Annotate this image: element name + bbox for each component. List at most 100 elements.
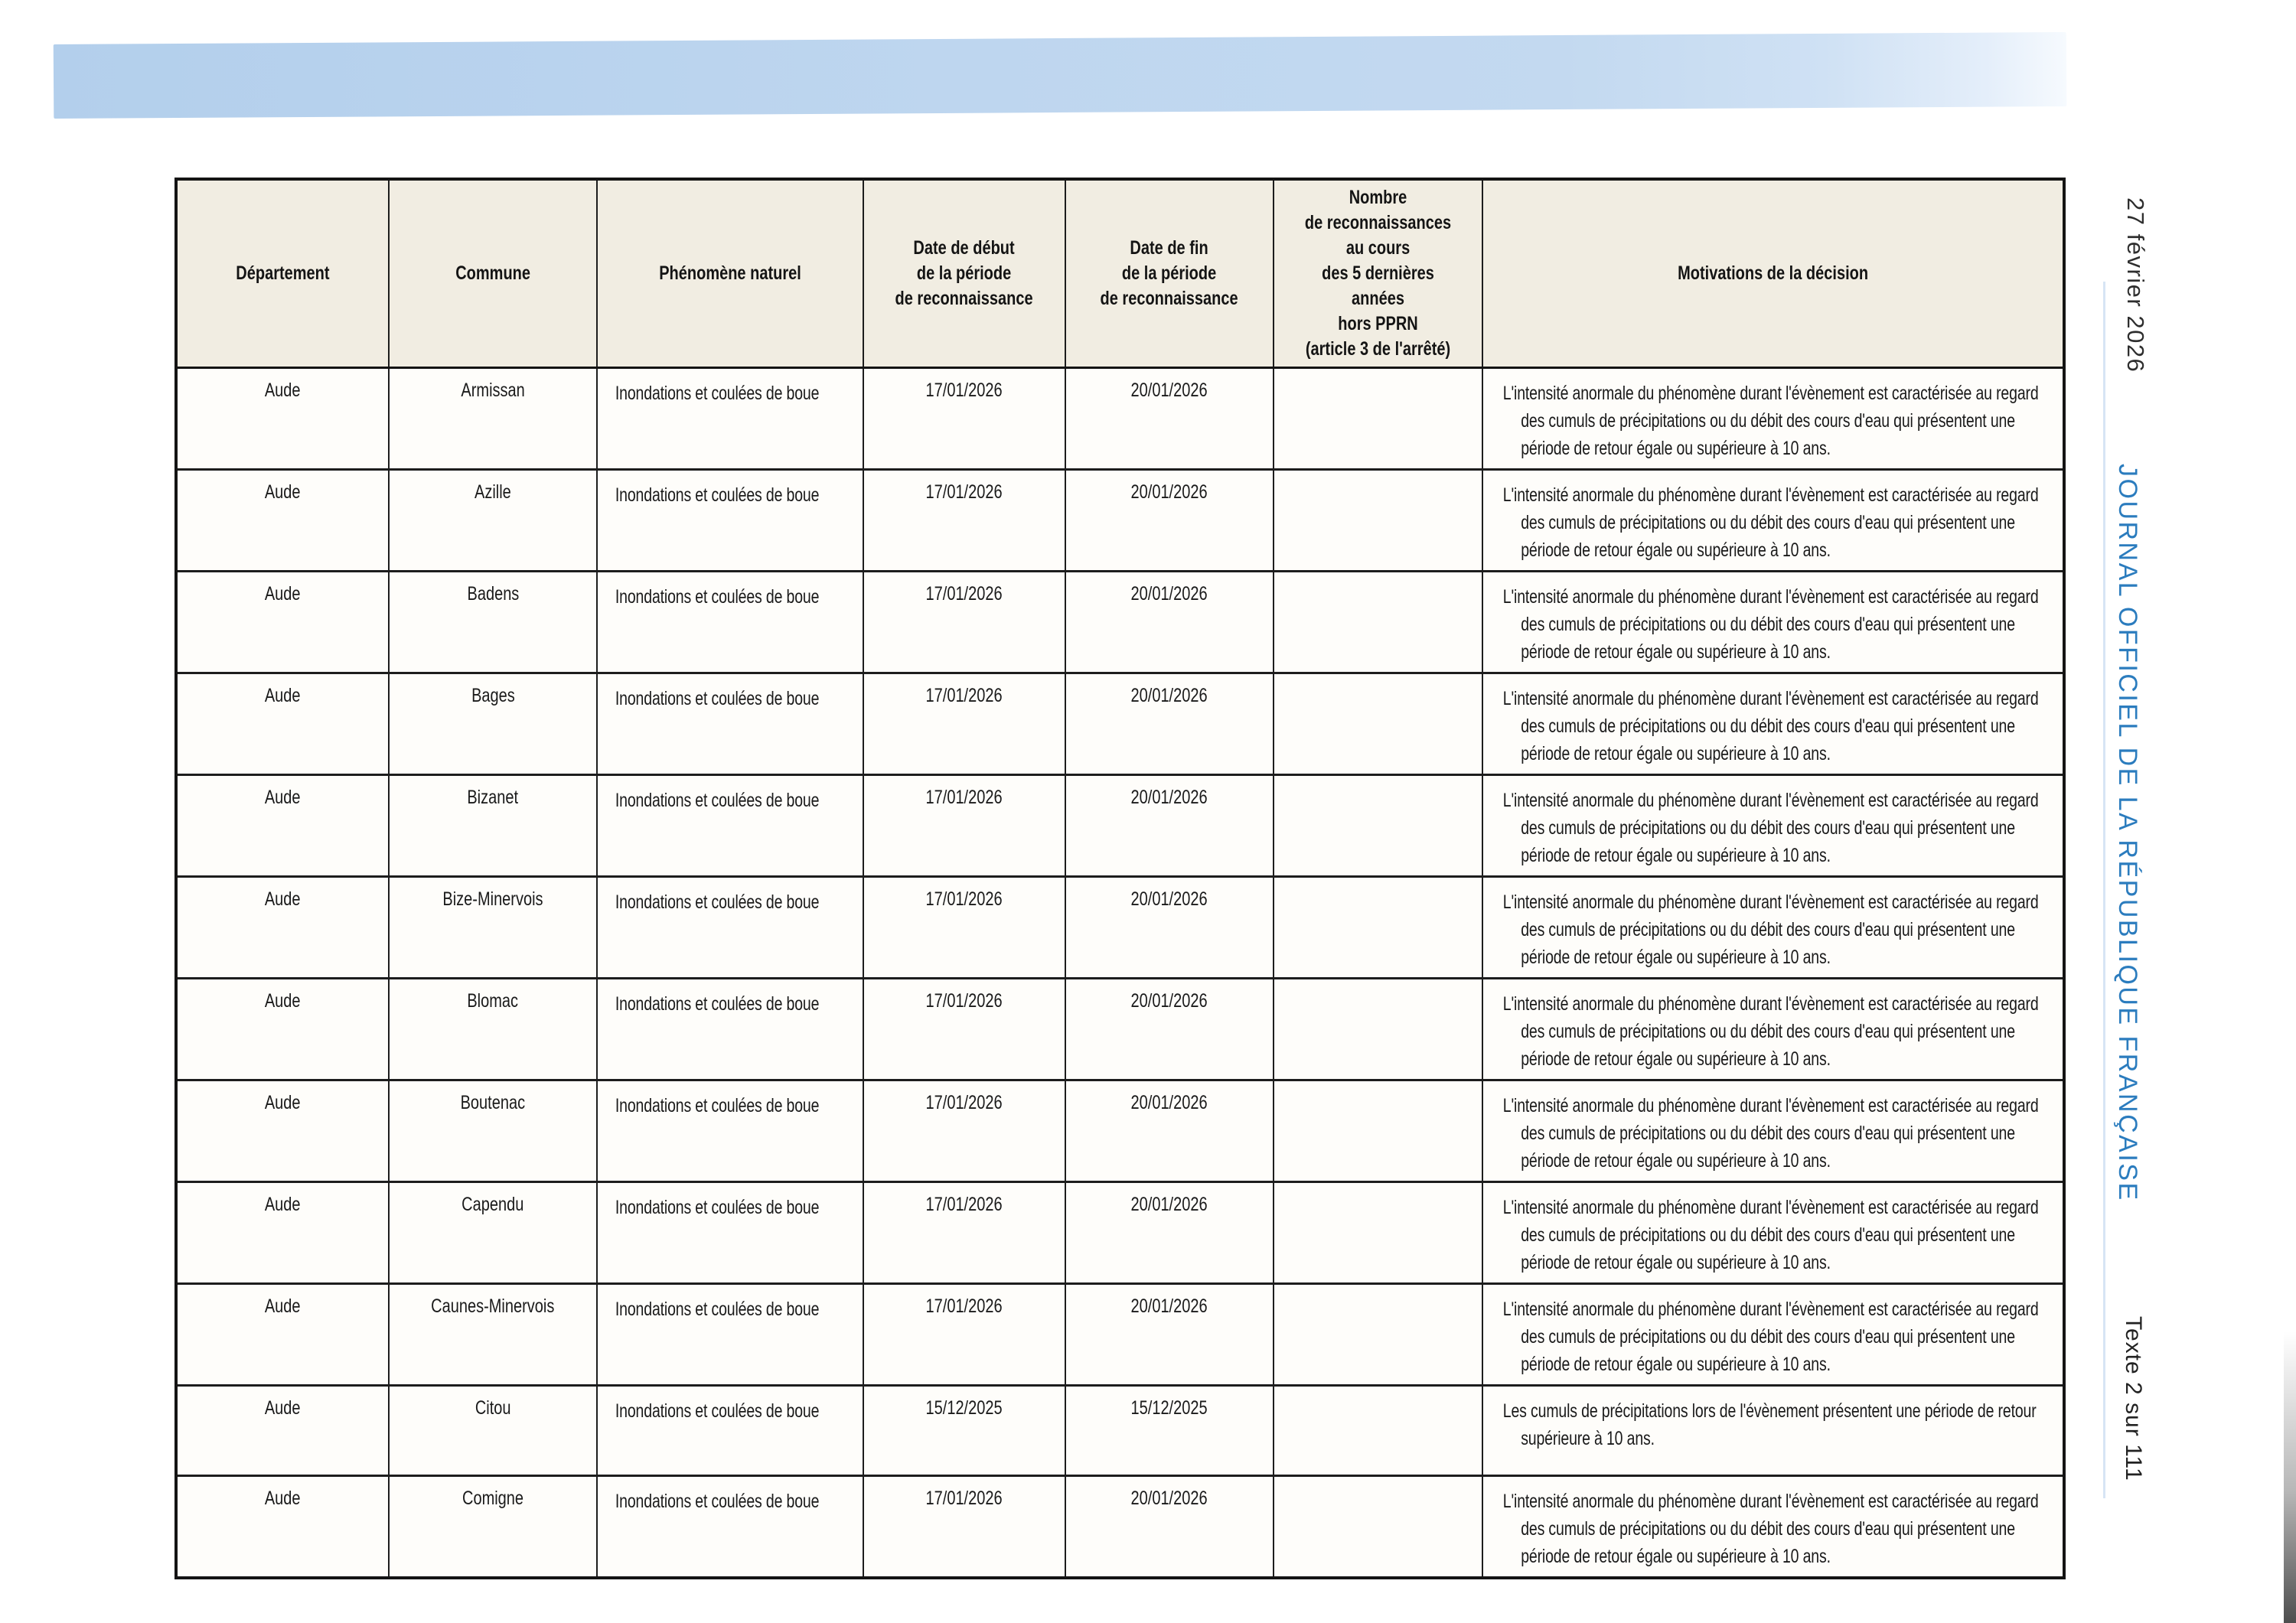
table-row: Aude Bages Inondations et coulées de bou… xyxy=(175,672,2065,776)
cell-nombre-reconnaissances xyxy=(1273,672,1483,776)
header-date-fin-label: Date de fin de la période de reconnaissa… xyxy=(1100,237,1239,309)
header-departement-label: Département xyxy=(236,262,330,284)
departement-value: Aude xyxy=(265,583,301,605)
cell-date-fin: 20/01/2026 xyxy=(1065,468,1274,572)
margin-journal-title: JOURNAL OFFICIEL DE LA RÉPUBLIQUE FRANÇA… xyxy=(2113,464,2142,1202)
cell-date-fin: 20/01/2026 xyxy=(1065,1079,1274,1183)
commune-value: Bize-Minervois xyxy=(442,888,543,910)
cell-date-debut: 17/01/2026 xyxy=(863,1282,1066,1387)
cell-motivation: L'intensité anormale du phénomène durant… xyxy=(1482,672,2065,776)
cell-commune: Comigne xyxy=(388,1475,598,1579)
date-fin-value: 20/01/2026 xyxy=(1130,1092,1208,1113)
commune-value: Bizanet xyxy=(467,787,519,808)
phenomene-value: Inondations et coulées de boue xyxy=(615,1400,820,1422)
phenomene-value: Inondations et coulées de boue xyxy=(615,586,820,608)
table-row: Aude Azille Inondations et coulées de bo… xyxy=(175,468,2065,572)
catnat-recognition-table: Département Commune Phénomène naturel Da… xyxy=(174,178,2066,1579)
commune-value: Caunes-Minervois xyxy=(431,1295,555,1317)
date-debut-value: 17/01/2026 xyxy=(925,1092,1003,1113)
table-row: Aude Citou Inondations et coulées de bou… xyxy=(175,1384,2065,1477)
commune-value: Comigne xyxy=(461,1488,524,1509)
cell-date-fin: 20/01/2026 xyxy=(1065,1475,1274,1579)
cell-nombre-reconnaissances xyxy=(1273,1181,1483,1285)
table-header-row: Département Commune Phénomène naturel Da… xyxy=(175,178,2065,369)
cell-commune: Badens xyxy=(388,570,598,674)
cell-phenomene: Inondations et coulées de boue xyxy=(596,1079,864,1183)
cell-nombre-reconnaissances xyxy=(1273,1475,1483,1579)
phenomene-value: Inondations et coulées de boue xyxy=(615,891,820,913)
table-row: Aude Comigne Inondations et coulées de b… xyxy=(175,1475,2065,1579)
cell-motivation: L'intensité anormale du phénomène durant… xyxy=(1482,1079,2065,1183)
date-debut-value: 17/01/2026 xyxy=(925,1194,1003,1215)
motivation-value: L'intensité anormale du phénomène durant… xyxy=(1502,1197,2039,1273)
header-date-debut: Date de début de la période de reconnais… xyxy=(863,178,1066,369)
motivation-value: L'intensité anormale du phénomène durant… xyxy=(1502,790,2039,866)
date-fin-value: 15/12/2025 xyxy=(1130,1397,1208,1419)
cell-phenomene: Inondations et coulées de boue xyxy=(596,367,864,471)
cell-motivation: L'intensité anormale du phénomène durant… xyxy=(1482,1475,2065,1579)
cell-departement: Aude xyxy=(175,367,390,471)
cell-date-debut: 17/01/2026 xyxy=(863,1181,1066,1285)
cell-date-debut: 17/01/2026 xyxy=(863,977,1066,1081)
commune-value: Citou xyxy=(475,1397,511,1419)
motivation-value: L'intensité anormale du phénomène durant… xyxy=(1502,688,2039,764)
header-date-fin: Date de fin de la période de reconnaissa… xyxy=(1065,178,1274,369)
cell-departement: Aude xyxy=(175,875,390,979)
margin-blue-rule xyxy=(2103,282,2105,1498)
cell-motivation: L'intensité anormale du phénomène durant… xyxy=(1482,774,2065,878)
phenomene-value: Inondations et coulées de boue xyxy=(615,790,820,811)
table-row: Aude Blomac Inondations et coulées de bo… xyxy=(175,977,2065,1081)
table-row: Aude Capendu Inondations et coulées de b… xyxy=(175,1181,2065,1285)
date-fin-value: 20/01/2026 xyxy=(1130,481,1208,503)
commune-value: Blomac xyxy=(467,990,519,1012)
cell-date-debut: 17/01/2026 xyxy=(863,570,1066,674)
date-fin-value: 20/01/2026 xyxy=(1130,787,1208,808)
date-debut-value: 17/01/2026 xyxy=(925,481,1003,503)
cell-date-fin: 20/01/2026 xyxy=(1065,570,1274,674)
cell-phenomene: Inondations et coulées de boue xyxy=(596,977,864,1081)
date-debut-value: 17/01/2026 xyxy=(925,1488,1003,1509)
cell-nombre-reconnaissances xyxy=(1273,875,1483,979)
cell-date-fin: 20/01/2026 xyxy=(1065,672,1274,776)
cell-phenomene: Inondations et coulées de boue xyxy=(596,1475,864,1579)
departement-value: Aude xyxy=(265,380,301,401)
cell-date-fin: 20/01/2026 xyxy=(1065,1282,1274,1387)
cell-nombre-reconnaissances xyxy=(1273,468,1483,572)
cell-nombre-reconnaissances xyxy=(1273,1384,1483,1477)
commune-value: Badens xyxy=(467,583,519,605)
table-row: Aude Armissan Inondations et coulées de … xyxy=(175,367,2065,471)
date-debut-value: 17/01/2026 xyxy=(925,583,1003,605)
cell-phenomene: Inondations et coulées de boue xyxy=(596,570,864,674)
phenomene-value: Inondations et coulées de boue xyxy=(615,1299,820,1320)
departement-value: Aude xyxy=(265,787,301,808)
phenomene-value: Inondations et coulées de boue xyxy=(615,688,820,709)
cell-date-debut: 17/01/2026 xyxy=(863,672,1066,776)
commune-value: Capendu xyxy=(461,1194,524,1215)
header-phenomene-label: Phénomène naturel xyxy=(659,262,801,284)
header-date-debut-label: Date de début de la période de reconnais… xyxy=(895,237,1034,309)
date-debut-value: 17/01/2026 xyxy=(925,1295,1003,1317)
departement-value: Aude xyxy=(265,990,301,1012)
table-row: Aude Bizanet Inondations et coulées de b… xyxy=(175,774,2065,878)
cell-departement: Aude xyxy=(175,468,390,572)
table-body: Aude Armissan Inondations et coulées de … xyxy=(175,367,2065,1579)
phenomene-value: Inondations et coulées de boue xyxy=(615,1197,820,1218)
cell-date-debut: 17/01/2026 xyxy=(863,1475,1066,1579)
date-debut-value: 17/01/2026 xyxy=(925,787,1003,808)
departement-value: Aude xyxy=(265,1295,301,1317)
header-nombre-reconnaissances: Nombre de reconnaissances au cours des 5… xyxy=(1273,178,1483,369)
cell-nombre-reconnaissances xyxy=(1273,1079,1483,1183)
cell-commune: Bize-Minervois xyxy=(388,875,598,979)
departement-value: Aude xyxy=(265,1488,301,1509)
cell-motivation: L'intensité anormale du phénomène durant… xyxy=(1482,468,2065,572)
phenomene-value: Inondations et coulées de boue xyxy=(615,383,820,404)
phenomene-value: Inondations et coulées de boue xyxy=(615,484,820,506)
date-fin-value: 20/01/2026 xyxy=(1130,583,1208,605)
date-fin-value: 20/01/2026 xyxy=(1130,380,1208,401)
header-nombre-label: Nombre de reconnaissances au cours des 5… xyxy=(1304,187,1452,360)
scan-edge-shadow xyxy=(2284,1331,2296,1623)
departement-value: Aude xyxy=(265,1194,301,1215)
cell-date-debut: 17/01/2026 xyxy=(863,468,1066,572)
cell-departement: Aude xyxy=(175,977,390,1081)
cell-motivation: Les cumuls de précipitations lors de l'é… xyxy=(1482,1384,2065,1477)
